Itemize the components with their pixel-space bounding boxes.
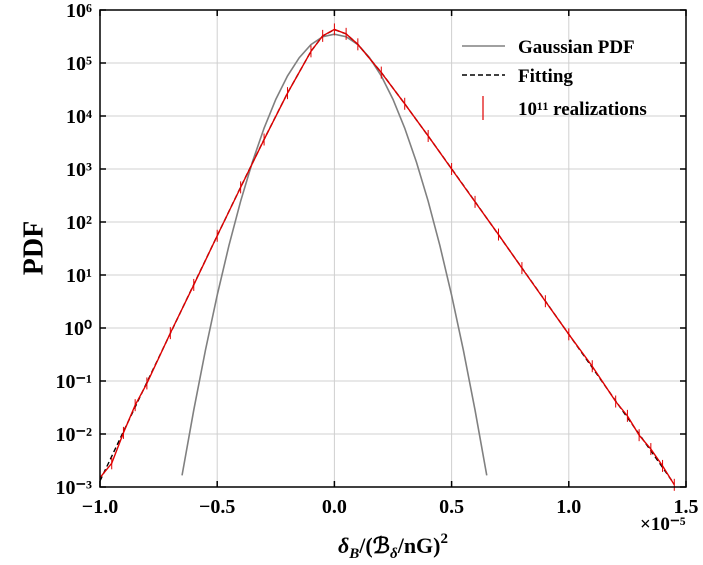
plot-frame (99, 9, 687, 488)
series-line (99, 28, 675, 485)
y-tick-label: 10⁴ (66, 106, 92, 128)
x-tick-label: 0.0 (322, 496, 347, 518)
x-tick-label: 1.0 (556, 496, 581, 518)
x-tick-label: −1.0 (82, 496, 118, 518)
x-tick-label: −0.5 (199, 496, 235, 518)
x-axis-label-part: 2 (441, 531, 449, 547)
x-axis-label-part: /nG) (397, 533, 441, 558)
x-tick-label: 0.5 (439, 496, 464, 518)
x-axis-label-part: δ (338, 533, 349, 558)
x-axis-label: δB/(ℬδ/nG)2 (338, 531, 448, 562)
x-axis-label-part: B (348, 546, 359, 562)
y-tick-label: 10⁰ (64, 318, 92, 340)
y-tick-label: 10¹ (66, 265, 92, 287)
series-line (99, 28, 675, 486)
y-tick-label: 10⁶ (66, 0, 92, 22)
legend-label: 10¹¹ realizations (518, 99, 647, 120)
x-axis-label-part: /(ℬ (358, 533, 390, 558)
legend-label: Fitting (518, 66, 573, 87)
y-tick-label: 10⁻¹ (55, 371, 92, 393)
legend-label: Gaussian PDF (518, 37, 635, 58)
x-tick-label: 1.5 (674, 496, 699, 518)
y-axis-label: PDF (18, 221, 49, 275)
y-tick-label: 10² (66, 212, 92, 234)
y-tick-label: 10³ (66, 159, 92, 181)
y-tick-label: 10⁻³ (55, 477, 92, 499)
y-tick-label: 10⁻² (55, 424, 92, 446)
x-offset-label: ×10⁻⁵ (640, 514, 686, 535)
x-axis-label-part: δ (390, 546, 398, 562)
y-tick-label: 10⁵ (66, 53, 92, 75)
